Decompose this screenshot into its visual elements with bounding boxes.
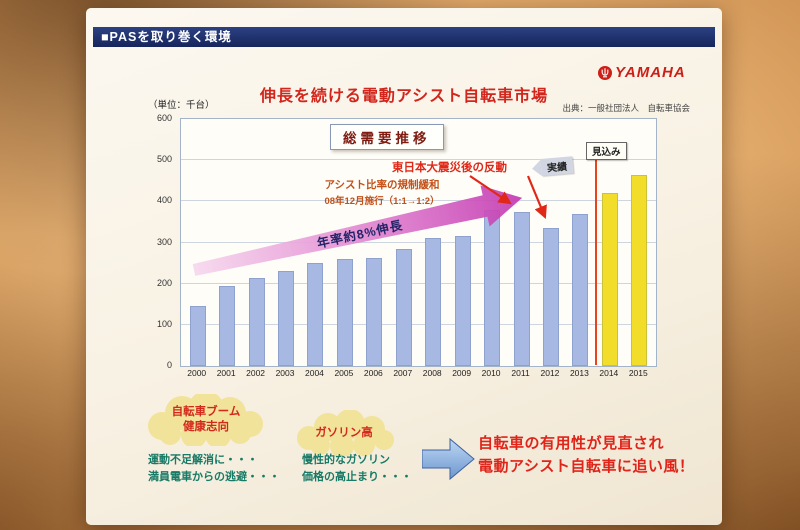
x-axis-labels: 2000 2001 2002 2003 2004 2005 2006 2007 2008 2009… <box>180 368 655 378</box>
bar-slot <box>212 119 241 366</box>
bar-slot <box>330 119 359 366</box>
bar-2009 <box>454 236 471 366</box>
bar-2015 <box>631 174 648 366</box>
x-tick-2010: 2010 <box>481 368 501 378</box>
bar-slot <box>507 119 536 366</box>
bar-2005 <box>336 258 353 366</box>
gasoline-detail: 慢性的なガソリン 価格の高止まり・・・ <box>302 452 412 486</box>
x-tick-2015: 2015 <box>628 368 648 378</box>
forecast-label-box: 見込み <box>586 142 627 160</box>
cloud-gasoline: ガソリン高 <box>292 409 396 458</box>
x-tick-2006: 2006 <box>363 368 383 378</box>
bar-2014 <box>601 193 618 366</box>
bar-2002 <box>248 277 265 366</box>
brand-wordmark: YAMAHA <box>615 64 686 81</box>
x-tick-2013: 2013 <box>569 368 589 378</box>
bar-group <box>181 119 656 366</box>
regulation-note-line2: 08年12月施行（1:1→1:2） <box>324 196 440 207</box>
bar-slot <box>360 119 389 366</box>
x-tick-2003: 2003 <box>275 368 295 378</box>
bar-2004 <box>307 263 324 366</box>
bar-2010 <box>484 209 501 366</box>
x-tick-2002: 2002 <box>246 368 266 378</box>
y-tick-300: 300 <box>156 236 172 247</box>
bar-slot <box>536 119 565 366</box>
conclusion-line2: 電動アシスト自転車に追い風！ <box>478 458 695 476</box>
right-arrow-icon <box>422 437 475 481</box>
bar-2001 <box>219 285 236 366</box>
actual-label: 実績 <box>540 156 574 176</box>
forecast-divider-line <box>595 158 597 365</box>
cloud-bike-boom-text: 自転車ブーム 健康志向 <box>142 394 270 446</box>
yamaha-tuning-fork-icon <box>598 65 612 80</box>
y-tick-200: 200 <box>156 277 172 288</box>
chart-title-box: 総需要推移 <box>330 124 444 150</box>
brand-logo: YAMAHA <box>598 64 686 81</box>
bar-slot <box>301 119 330 366</box>
y-tick-100: 100 <box>156 318 172 329</box>
slide-header: ■PASを取り巻く環境 <box>93 27 715 47</box>
gridline <box>181 159 656 161</box>
bar-slot <box>389 119 418 366</box>
bar-slot <box>566 119 595 366</box>
bar-2008 <box>425 238 442 366</box>
bar-slot <box>242 119 271 366</box>
bar-slot <box>271 119 300 366</box>
bar-2006 <box>366 258 383 366</box>
cloud2-line1: ガソリン高 <box>315 426 373 439</box>
x-tick-2004: 2004 <box>305 368 324 378</box>
bar-slot <box>448 119 477 366</box>
actual-label-arrow: 実績 <box>531 156 574 177</box>
x-tick-2005: 2005 <box>334 368 354 378</box>
bar-slot <box>477 119 506 366</box>
gasoline-detail-line1: 慢性的なガソリン <box>302 454 390 466</box>
bike-boom-detail-line2: 満員電車からの逃避・・・ <box>148 471 280 484</box>
slide-title: 伸長を続ける電動アシスト自転車市場 <box>259 88 549 105</box>
x-tick-2014: 2014 <box>599 368 619 378</box>
y-tick-500: 500 <box>156 154 172 165</box>
bar-slot <box>625 119 654 366</box>
bar-2012 <box>542 228 559 366</box>
bar-2011 <box>513 211 530 366</box>
source-note: 出典：一般社団法人 自転車協会 <box>562 103 690 113</box>
y-tick-600: 600 <box>156 113 172 123</box>
regulation-note-line1: アシスト比率の規制緩和 <box>324 179 440 191</box>
bar-2007 <box>395 248 412 366</box>
y-tick-0: 0 <box>166 360 172 370</box>
y-axis-labels: 600 500 400 300 200 100 0 <box>142 113 176 370</box>
cloud-shape-icon <box>148 391 263 448</box>
y-tick-400: 400 <box>156 195 172 206</box>
gasoline-detail-line2: 価格の高止まり・・・ <box>302 471 412 484</box>
cloud1-line2: 健康志向 <box>183 421 229 433</box>
bar-slot <box>419 119 448 366</box>
bike-boom-detail: 運動不足解消に・・・ 満員電車からの逃避・・・ <box>148 452 280 486</box>
x-tick-2000: 2000 <box>187 368 207 378</box>
x-tick-2011: 2011 <box>511 368 530 378</box>
gridline <box>181 323 656 325</box>
conclusion-line1: 自転車の有用性が見直され <box>478 435 665 452</box>
cloud-shape-icon <box>297 409 394 458</box>
regulation-note: アシスト比率の規制緩和 08年12月施行（1:1→1:2） <box>292 177 472 207</box>
x-tick-2009: 2009 <box>452 368 472 378</box>
bar-slot <box>183 119 212 366</box>
cloud-gasoline-text: ガソリン高 <box>292 410 396 456</box>
bar-2000 <box>189 306 206 366</box>
bar-2003 <box>278 271 295 366</box>
x-tick-2008: 2008 <box>422 368 442 378</box>
conclusion-text: 自転車の有用性が見直され 電動アシスト自転車に追い風！ <box>478 432 694 479</box>
cloud-bike-boom: 自転車ブーム 健康志向 <box>142 391 270 448</box>
bike-boom-detail-line1: 運動不足解消に・・・ <box>148 454 258 466</box>
gridline <box>181 282 656 284</box>
x-tick-2007: 2007 <box>393 368 413 378</box>
cloud1-line1: 自転車ブーム <box>171 406 241 419</box>
bar-2013 <box>572 213 589 366</box>
bar-slot <box>595 119 624 366</box>
presentation-slide: ■PASを取り巻く環境 YAMAHA 伸長を続ける電動アシスト自転車市場 出典：… <box>86 8 722 525</box>
x-tick-2012: 2012 <box>540 368 560 378</box>
quake-note: 東日本大震災後の反動 <box>392 162 507 174</box>
x-tick-2001: 2001 <box>216 368 236 378</box>
unit-label: （単位：千台） <box>148 100 215 111</box>
